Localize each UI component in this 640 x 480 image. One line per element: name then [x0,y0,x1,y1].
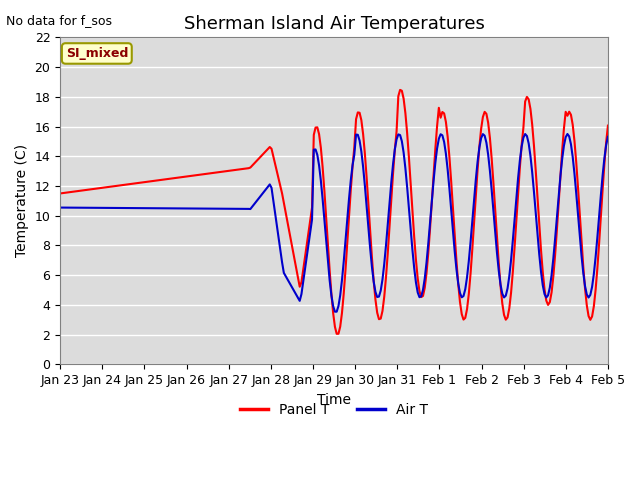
Panel T [604,123,612,129]
Panel T [56,191,64,196]
Panel T [333,331,340,336]
Air T [564,131,572,137]
Air T [266,181,273,187]
Y-axis label: Temperature (C): Temperature (C) [15,144,29,257]
Panel T [188,173,196,179]
Panel T [405,154,413,160]
Panel T [266,144,273,150]
Panel T [354,109,362,115]
Text: SI_mixed: SI_mixed [66,47,128,60]
Air T [190,205,198,211]
Panel T [190,173,198,179]
Legend: Panel T, Air T: Panel T, Air T [234,398,433,423]
Panel T [86,187,94,192]
Air T [56,204,64,210]
Air T [86,205,94,211]
X-axis label: Time: Time [317,393,351,407]
Text: No data for f_sos: No data for f_sos [6,14,113,27]
Line: Panel T: Panel T [60,90,608,334]
Title: Sherman Island Air Temperatures: Sherman Island Air Temperatures [184,15,484,33]
Line: Air T: Air T [60,134,608,312]
Air T [354,132,362,138]
Panel T [396,87,404,93]
Air T [604,134,612,140]
Air T [331,309,339,314]
Air T [188,205,196,211]
Air T [403,184,411,190]
